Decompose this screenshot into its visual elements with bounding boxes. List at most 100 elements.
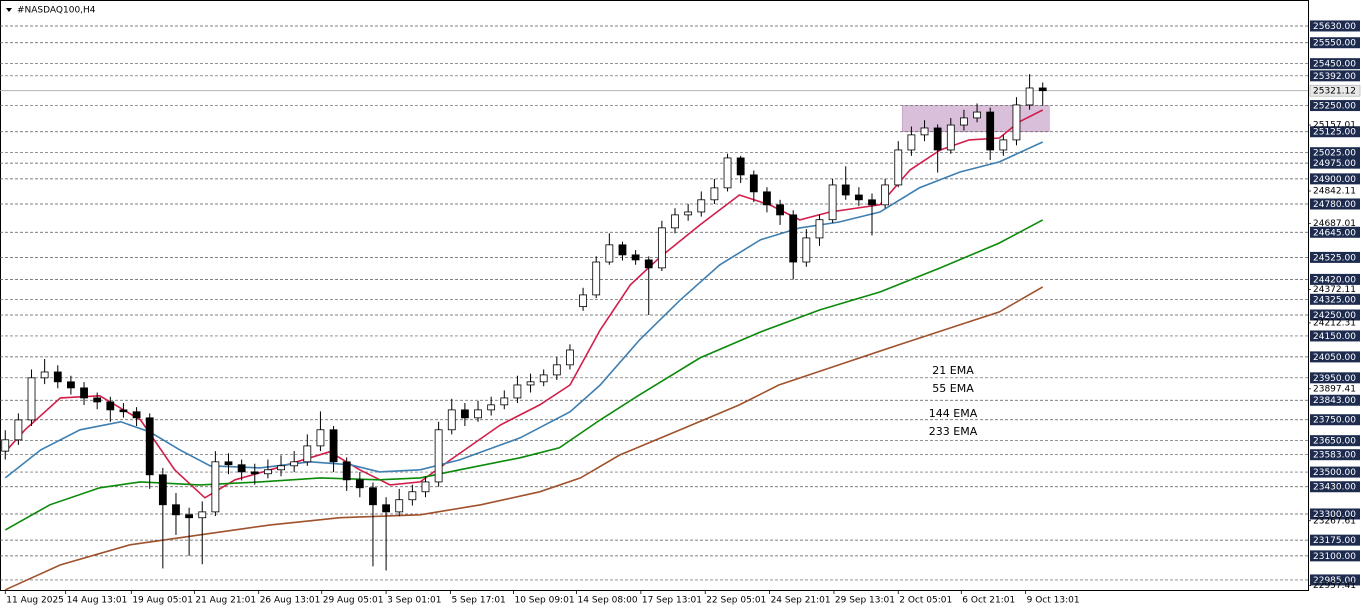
candle-body xyxy=(67,381,75,389)
candle-body xyxy=(119,409,128,413)
candle-body xyxy=(132,411,141,419)
candle-body xyxy=(552,364,561,376)
level-label-box xyxy=(1310,435,1360,447)
candle-body xyxy=(40,371,49,379)
x-tick-label: 26 Aug 13:01 xyxy=(260,596,321,606)
y-tick-label: 23897.41 xyxy=(1313,384,1356,394)
level-label: 23300.00 xyxy=(1313,510,1356,520)
candle-body xyxy=(342,461,351,481)
x-tick-label: 22 Sep 05:01 xyxy=(706,596,766,606)
candle-body xyxy=(789,214,798,263)
menu-arrow[interactable] xyxy=(6,8,12,12)
level-label-box xyxy=(1310,449,1360,461)
candle-body xyxy=(999,139,1008,151)
candle-body xyxy=(671,214,679,229)
candle-body xyxy=(776,204,784,216)
candle-body xyxy=(1038,87,1047,92)
ema-line xyxy=(4,141,1044,479)
candle-body xyxy=(1,439,10,452)
candle-body xyxy=(277,465,285,471)
y-tick-label: 24687.01 xyxy=(1313,219,1356,229)
candle-body xyxy=(618,244,627,256)
last-price-box xyxy=(1309,84,1361,97)
level-label-box xyxy=(1310,550,1360,562)
candle-body xyxy=(605,244,614,263)
candle-body xyxy=(657,227,666,269)
candle-body xyxy=(828,184,837,221)
candle-body xyxy=(434,429,443,483)
candle-body xyxy=(500,397,509,406)
level-label-box xyxy=(1310,173,1360,185)
candle-body xyxy=(211,461,220,513)
y-tick-label: 22957.41 xyxy=(1313,581,1356,591)
candle-body xyxy=(894,149,903,186)
last-price-label: 25321.12 xyxy=(1313,87,1356,97)
chart-title: #NASDAQ100,H4 xyxy=(17,6,96,16)
candle-body xyxy=(408,491,417,501)
candle-body xyxy=(946,124,955,151)
candle-body xyxy=(264,469,272,475)
level-label-box xyxy=(1310,414,1360,426)
candle-body xyxy=(907,134,916,151)
candle-body xyxy=(185,514,194,519)
candle-body xyxy=(80,387,88,399)
candle-body xyxy=(644,259,653,269)
candle-body xyxy=(697,199,706,213)
candle-body xyxy=(723,157,732,189)
y-tick-label: 25157.01 xyxy=(1313,121,1356,131)
candle-body xyxy=(854,194,863,201)
x-tick-label: 3 Sep 01:01 xyxy=(387,596,441,606)
level-label-box xyxy=(1310,70,1360,82)
candle-body xyxy=(224,461,233,466)
candle-body xyxy=(566,349,574,366)
level-label: 24780.00 xyxy=(1313,200,1356,210)
candle-body xyxy=(250,471,259,475)
level-label: 24525.00 xyxy=(1313,253,1356,263)
level-label: 23430.00 xyxy=(1313,483,1356,493)
level-label: 23950.00 xyxy=(1313,374,1356,384)
level-label-box xyxy=(1310,330,1360,342)
x-tick-label: 19 Aug 05:01 xyxy=(132,596,193,606)
candle-body xyxy=(106,401,115,411)
level-label-box xyxy=(1310,147,1360,159)
level-label: 24420.00 xyxy=(1313,275,1356,285)
level-label: 22985.00 xyxy=(1313,576,1356,586)
level-label: 23500.00 xyxy=(1313,468,1356,478)
x-tick-label: 9 Oct 13:01 xyxy=(1027,596,1080,606)
candle-body xyxy=(369,487,377,506)
candle-body xyxy=(14,419,23,441)
level-label-box xyxy=(1310,309,1360,321)
candle-body xyxy=(749,174,758,193)
level-label: 24645.00 xyxy=(1313,228,1356,238)
candle-body xyxy=(526,381,535,386)
candle-body xyxy=(868,199,876,206)
level-label: 23843.00 xyxy=(1313,396,1356,406)
level-label-box xyxy=(1310,251,1360,263)
level-label: 24900.00 xyxy=(1313,175,1356,185)
level-label-box xyxy=(1310,481,1360,493)
level-label-box xyxy=(1310,273,1360,285)
candle-body xyxy=(1012,104,1021,141)
level-label-box xyxy=(1310,508,1360,520)
level-label-box xyxy=(1310,58,1360,70)
candle-body xyxy=(395,499,404,513)
candle-body xyxy=(631,254,640,261)
candle-body xyxy=(290,461,299,467)
level-label: 24250.00 xyxy=(1313,311,1356,321)
level-label-box xyxy=(1310,394,1360,406)
candle-body xyxy=(684,211,693,216)
candle-body xyxy=(474,409,482,419)
candle-body xyxy=(933,127,942,151)
level-label-box xyxy=(1310,198,1360,210)
candle-body xyxy=(172,504,180,516)
level-label-box xyxy=(1310,534,1360,546)
candle-body xyxy=(237,464,246,473)
candle-body xyxy=(960,117,968,126)
candle-body xyxy=(986,111,995,151)
level-label-box xyxy=(1310,293,1360,305)
x-tick-label: 29 Sep 13:01 xyxy=(835,596,895,606)
candle-body xyxy=(487,404,496,411)
level-label-box xyxy=(1310,226,1360,238)
level-label-box xyxy=(1310,157,1360,169)
level-label: 24150.00 xyxy=(1313,332,1356,342)
